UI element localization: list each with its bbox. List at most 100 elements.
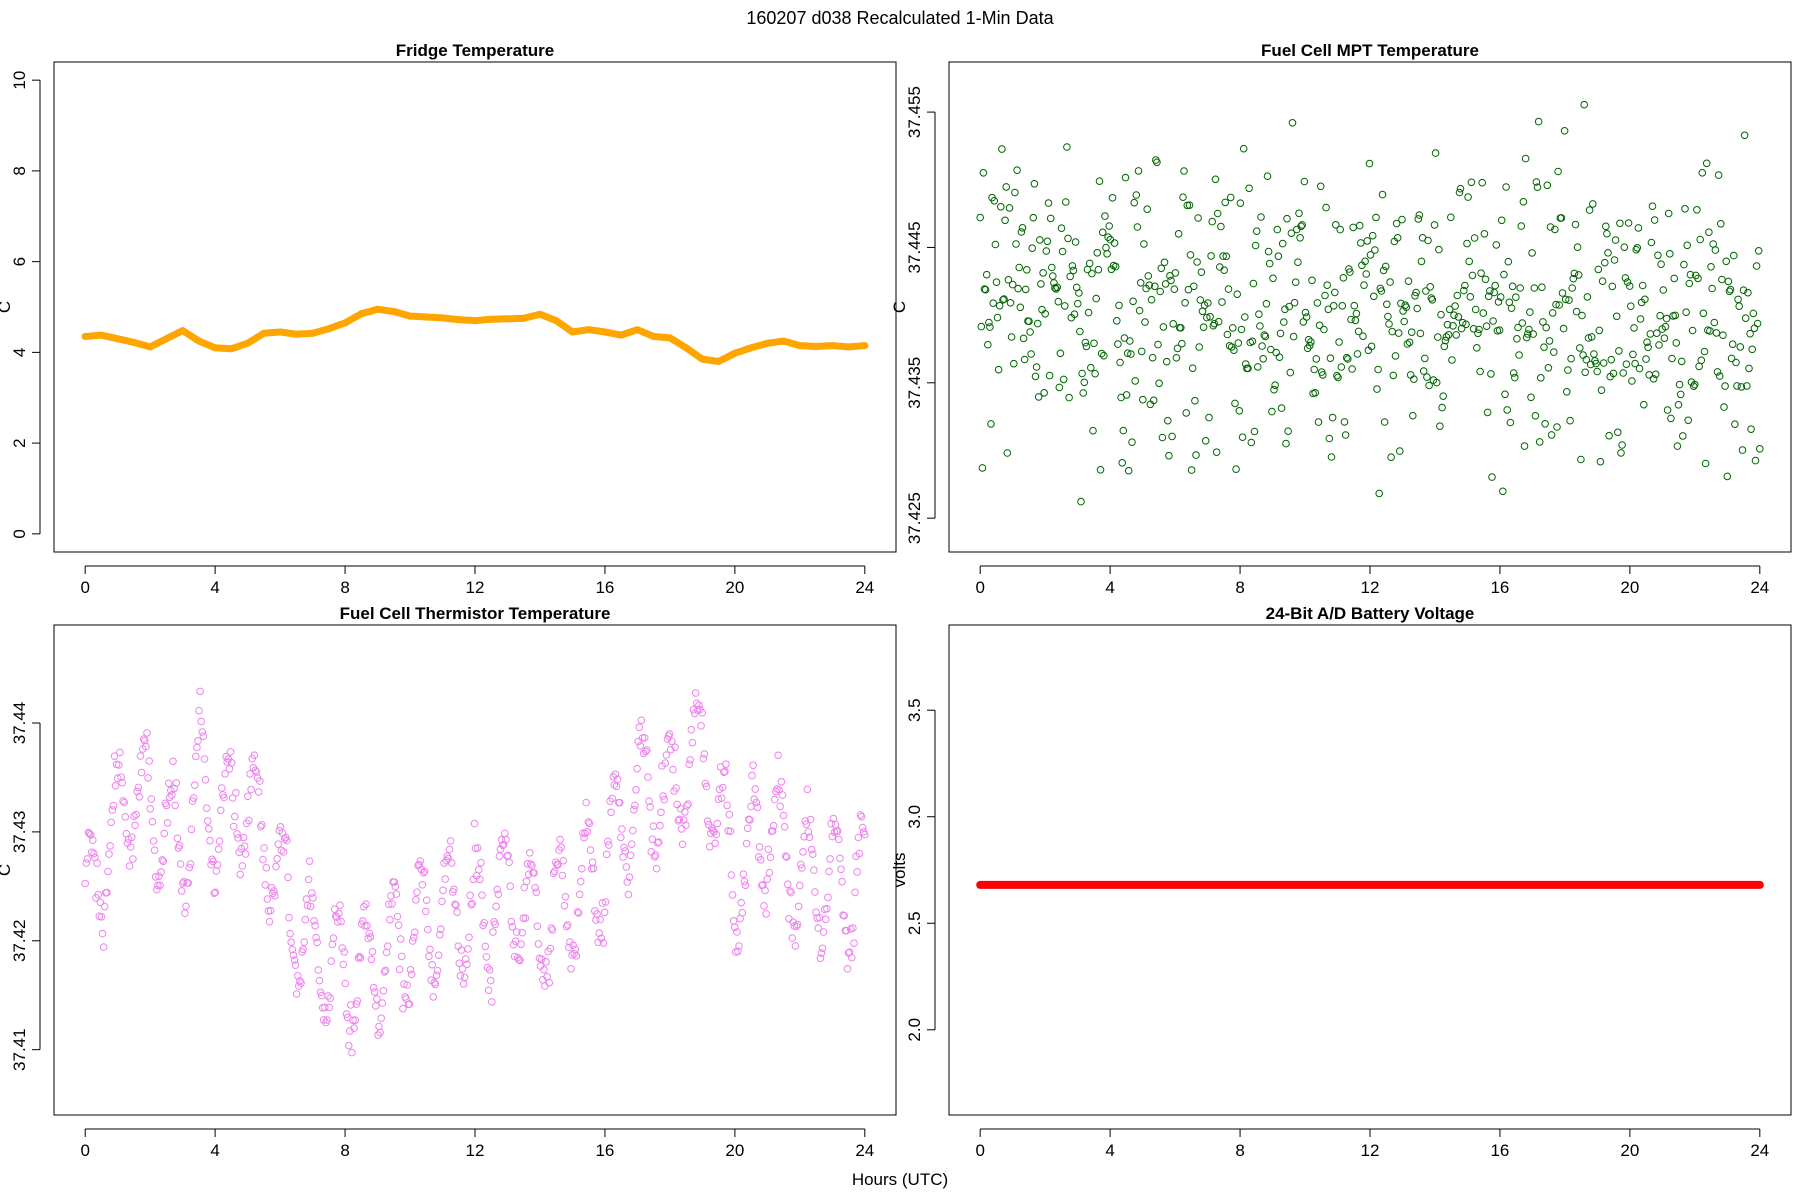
- data-point: [325, 1003, 334, 1012]
- data-point: [518, 928, 527, 937]
- data-point: [1032, 363, 1041, 371]
- data-point: [455, 316, 463, 324]
- data-point: [360, 902, 368, 911]
- data-point: [1513, 335, 1521, 343]
- data-point: [755, 843, 764, 851]
- data-point: [420, 867, 429, 876]
- data-point: [1370, 292, 1378, 301]
- data-point: [1262, 300, 1271, 308]
- data-point: [861, 830, 869, 839]
- data-point: [1463, 239, 1471, 248]
- data-point: [336, 901, 344, 910]
- data-point: [570, 950, 579, 958]
- data-point: [130, 812, 138, 821]
- data-point: [1352, 309, 1361, 318]
- data-point: [391, 882, 400, 891]
- data-point: [1070, 310, 1079, 319]
- data-point: [1044, 199, 1053, 207]
- data-point: [840, 911, 849, 920]
- data-point: [214, 845, 223, 854]
- data-point: [1567, 354, 1575, 363]
- data-point: [1391, 352, 1400, 360]
- data-point: [1023, 266, 1031, 274]
- data-point: [1233, 290, 1241, 299]
- data-point: [1512, 293, 1520, 302]
- data-point: [1371, 246, 1379, 254]
- data-point: [1194, 214, 1202, 222]
- data-point: [1518, 319, 1527, 327]
- data-point: [498, 841, 507, 850]
- data-point: [554, 860, 562, 869]
- data-point: [679, 816, 688, 824]
- data-point: [379, 987, 388, 995]
- data-point: [1400, 317, 1408, 326]
- x-tick-label: 24: [1750, 1141, 1769, 1160]
- data-point: [297, 979, 305, 987]
- y-tick-label: 6: [10, 257, 29, 266]
- data-point: [1541, 420, 1549, 428]
- data-point: [1558, 289, 1567, 297]
- data-point: [115, 761, 123, 769]
- data-point: [428, 960, 437, 969]
- data-point: [1540, 343, 1548, 352]
- data-point: [440, 859, 448, 867]
- data-point: [1398, 215, 1406, 224]
- data-point: [1467, 178, 1476, 187]
- data-point: [809, 850, 817, 859]
- data-point: [802, 820, 811, 829]
- data-point: [1003, 449, 1012, 457]
- data-point: [1532, 178, 1541, 186]
- data-point: [512, 928, 521, 936]
- data-point: [612, 782, 621, 791]
- x-tick-label: 0: [80, 1141, 89, 1160]
- data-point: [811, 888, 819, 896]
- data-point: [842, 926, 851, 935]
- data-point: [254, 788, 263, 796]
- data-point: [611, 770, 620, 779]
- data-point: [128, 833, 136, 842]
- data-point: [604, 837, 612, 846]
- data-point: [781, 852, 790, 861]
- x-tick-label: 20: [725, 578, 744, 597]
- data-point: [1676, 390, 1685, 399]
- data-point: [352, 1000, 361, 1008]
- x-tick-label: 12: [466, 578, 485, 597]
- data-point: [601, 898, 610, 906]
- data-point: [1605, 431, 1613, 440]
- data-point: [629, 826, 637, 835]
- data-point: [669, 765, 677, 774]
- data-point: [1464, 193, 1472, 201]
- data-point: [1736, 343, 1745, 351]
- data-point: [848, 953, 856, 962]
- data-point: [636, 742, 645, 750]
- data-point: [1648, 202, 1657, 210]
- data-point: [720, 768, 728, 777]
- data-point: [1093, 249, 1102, 257]
- data-point: [1181, 299, 1189, 307]
- data-point: [599, 939, 608, 947]
- data-point: [1494, 298, 1503, 306]
- y-axis: 2.0 2.5 3.0 3.5: [905, 698, 936, 1042]
- data-point: [1167, 276, 1175, 285]
- data-point: [470, 819, 479, 828]
- data-point: [1374, 365, 1382, 374]
- data-point: [396, 935, 405, 943]
- data-point: [129, 855, 137, 863]
- data-point: [488, 998, 496, 1006]
- data-point: [593, 910, 601, 918]
- data-point: [1649, 375, 1658, 383]
- data-point: [1628, 377, 1636, 385]
- data-point: [1557, 214, 1566, 222]
- data-point: [1132, 191, 1141, 199]
- data-point: [1156, 287, 1164, 296]
- panel-title: Fuel Cell Thermistor Temperature: [340, 604, 611, 623]
- data-point: [1430, 221, 1439, 229]
- data-point: [1555, 301, 1563, 309]
- data-point: [1722, 257, 1730, 266]
- data-point: [1661, 322, 1670, 331]
- data-point: [455, 959, 464, 968]
- data-point: [277, 846, 286, 855]
- data-point: [1559, 324, 1568, 333]
- data-point: [989, 299, 998, 308]
- data-point: [296, 977, 304, 985]
